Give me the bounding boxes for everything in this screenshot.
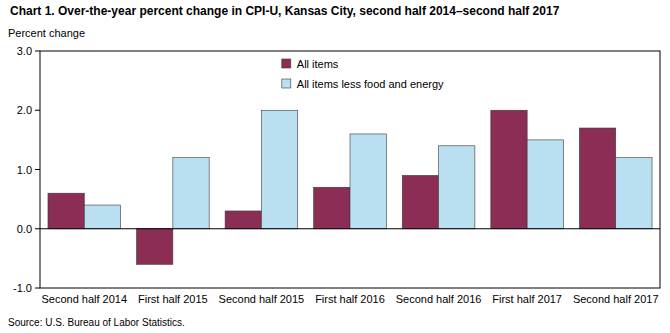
y-axis-label: Percent change — [8, 27, 85, 39]
bar — [491, 110, 527, 229]
x-tick-label: First half 2017 — [492, 293, 562, 305]
source-note: Source: U.S. Bureau of Labor Statistics. — [8, 317, 185, 328]
bar — [616, 158, 652, 229]
y-tick-label: 3.0 — [17, 45, 32, 57]
y-tick — [35, 228, 40, 229]
bar — [350, 134, 386, 229]
y-tick-label: 2.0 — [17, 104, 32, 116]
plot-frame — [40, 51, 660, 288]
y-tick-label: -1.0 — [13, 282, 32, 294]
bar — [527, 140, 563, 229]
legend-swatch — [282, 79, 291, 88]
bar — [84, 205, 120, 229]
bar — [173, 158, 209, 229]
x-tick-label: Second half 2017 — [573, 293, 659, 305]
bar — [48, 193, 84, 229]
y-tick-label: 0.0 — [17, 223, 32, 235]
bar — [225, 211, 261, 229]
bar — [137, 229, 173, 265]
baseline — [40, 228, 660, 229]
chart: Chart 1. Over-the-year percent change in… — [0, 0, 670, 333]
bar — [439, 146, 475, 229]
y-tick — [35, 288, 40, 289]
bar — [579, 128, 615, 229]
y-tick — [35, 169, 40, 170]
bar — [402, 175, 438, 228]
x-tick-label: First half 2015 — [138, 293, 208, 305]
x-tick-label: First half 2016 — [315, 293, 385, 305]
y-tick-label: 1.0 — [17, 164, 32, 176]
y-tick — [35, 110, 40, 111]
x-tick-label: Second half 2016 — [396, 293, 482, 305]
x-tick-label: Second half 2015 — [219, 293, 305, 305]
legend-label: All items less food and energy — [297, 78, 444, 90]
bar — [261, 110, 297, 229]
y-tick — [35, 51, 40, 52]
x-tick-label: Second half 2014 — [41, 293, 127, 305]
bar — [314, 187, 350, 228]
bars — [48, 110, 652, 264]
title: Chart 1. Over-the-year percent change in… — [10, 4, 560, 18]
legend-swatch — [282, 59, 291, 68]
legend-label: All items — [297, 58, 339, 70]
